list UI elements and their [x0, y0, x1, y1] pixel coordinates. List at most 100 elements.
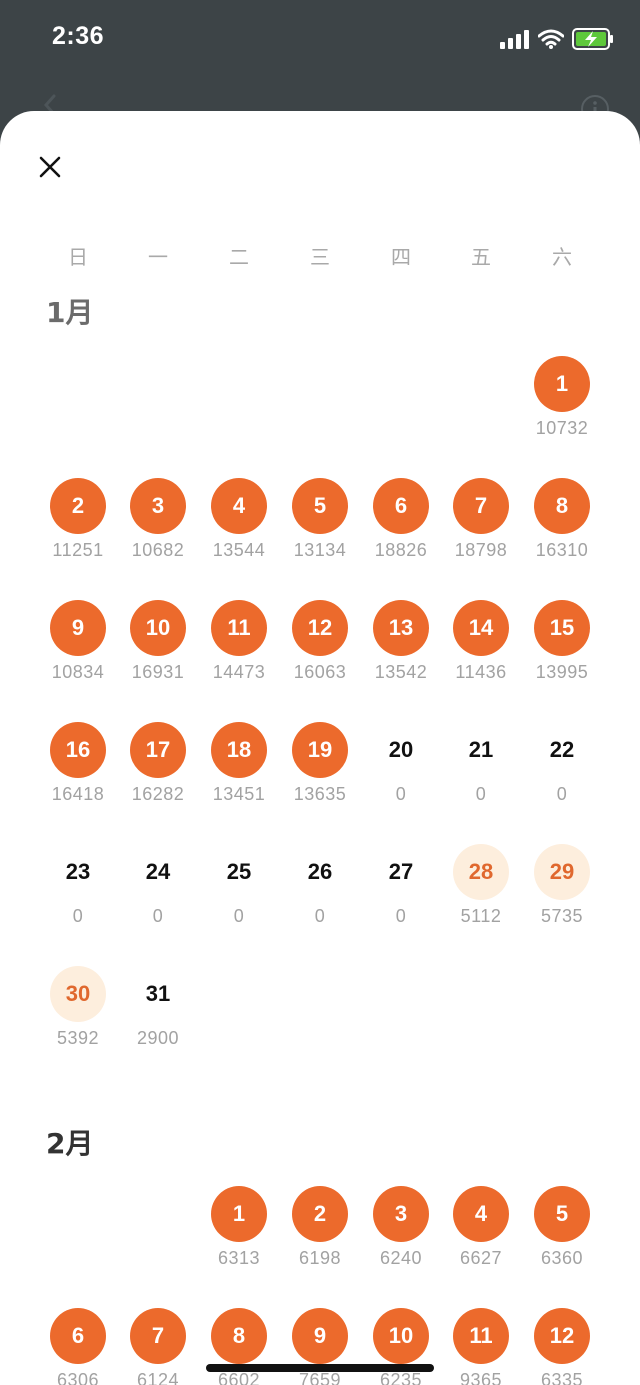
calendar-day[interactable]: 23 0	[38, 844, 118, 944]
day-number: 15	[534, 600, 590, 656]
day-step-count: 6306	[56, 1370, 100, 1385]
day-step-count: 0	[556, 784, 568, 804]
day-step-count: 6627	[459, 1248, 503, 1268]
calendar-day[interactable]: 1 6313	[199, 1186, 279, 1286]
day-number: 11	[211, 600, 267, 656]
calendar-day[interactable]: 26 0	[280, 844, 360, 944]
close-icon[interactable]	[36, 153, 64, 181]
home-indicator	[206, 1364, 434, 1372]
day-number: 7	[453, 478, 509, 534]
calendar-day[interactable]: 6 6306	[38, 1308, 118, 1385]
calendar-day[interactable]: 21 0	[441, 722, 521, 822]
day-number: 28	[453, 844, 509, 900]
calendar-day[interactable]: 6 18826	[361, 478, 441, 578]
calendar-day[interactable]: 19 13635	[280, 722, 360, 822]
day-number: 6	[373, 478, 429, 534]
month-title-february: 2月	[46, 1127, 94, 1160]
day-step-count: 0	[395, 784, 407, 804]
calendar-day[interactable]: 31 2900	[118, 966, 198, 1066]
day-step-count: 6235	[379, 1370, 423, 1385]
day-step-count: 6124	[136, 1370, 180, 1385]
calendar-day[interactable]: 30 5392	[38, 966, 118, 1066]
calendar-day[interactable]: 27 0	[361, 844, 441, 944]
day-step-count: 5392	[56, 1028, 100, 1048]
calendar-day[interactable]: 9 7659	[280, 1308, 360, 1385]
calendar-day[interactable]: 17 16282	[118, 722, 198, 822]
day-step-count: 6360	[540, 1248, 584, 1268]
calendar-day[interactable]: 3 6240	[361, 1186, 441, 1286]
calendar-day[interactable]: 10 16931	[118, 600, 198, 700]
calendar-day[interactable]: 3 10682	[118, 478, 198, 578]
calendar-day[interactable]: 1 10732	[522, 356, 602, 456]
day-step-count: 7659	[298, 1370, 342, 1385]
status-bar: 2:36	[0, 0, 640, 80]
calendar-day[interactable]: 25 0	[199, 844, 279, 944]
day-number: 23	[65, 859, 91, 884]
calendar-day[interactable]: 5 6360	[522, 1186, 602, 1286]
calendar-day[interactable]: 16 16418	[38, 722, 118, 822]
weekday-label: 二	[229, 245, 249, 269]
day-step-count: 5735	[540, 906, 584, 926]
calendar-day[interactable]: 2 11251	[38, 478, 118, 578]
day-number: 8	[211, 1308, 267, 1364]
weekday-label: 一	[148, 245, 168, 269]
day-step-count: 0	[475, 784, 487, 804]
calendar-day[interactable]: 29 5735	[522, 844, 602, 944]
day-step-count: 13542	[374, 662, 428, 682]
calendar-day[interactable]: 8 6602	[199, 1308, 279, 1385]
day-step-count: 18826	[374, 540, 428, 560]
calendar-day[interactable]: 24 0	[118, 844, 198, 944]
day-number: 18	[211, 722, 267, 778]
day-step-count: 0	[152, 906, 164, 926]
day-number: 10	[130, 600, 186, 656]
calendar-day[interactable]: 12 6335	[522, 1308, 602, 1385]
wifi-icon	[538, 29, 564, 49]
day-number: 1	[534, 356, 590, 412]
calendar-day[interactable]: 2 6198	[280, 1186, 360, 1286]
calendar-day[interactable]: 15 13995	[522, 600, 602, 700]
battery-charging-icon	[572, 28, 613, 50]
day-number: 9	[50, 600, 106, 656]
calendar-day[interactable]: 20 0	[361, 722, 441, 822]
day-number: 13	[373, 600, 429, 656]
day-number: 7	[130, 1308, 186, 1364]
day-step-count: 16063	[293, 662, 347, 682]
day-number: 9	[292, 1308, 348, 1364]
day-step-count: 16418	[51, 784, 105, 804]
day-number: 31	[145, 981, 171, 1006]
weekday-header: 日 一 二 三 四 五 六	[0, 241, 640, 271]
calendar-day[interactable]: 18 13451	[199, 722, 279, 822]
day-step-count: 10682	[131, 540, 185, 560]
cellular-signal-icon	[500, 30, 529, 49]
calendar-day[interactable]: 7 6124	[118, 1308, 198, 1385]
day-step-count: 9365	[459, 1370, 503, 1385]
calendar-day[interactable]: 8 16310	[522, 478, 602, 578]
day-number: 12	[534, 1308, 590, 1364]
calendar-day[interactable]: 11 14473	[199, 600, 279, 700]
day-step-count: 6198	[298, 1248, 342, 1268]
day-step-count: 0	[72, 906, 84, 926]
calendar-day[interactable]: 28 5112	[441, 844, 521, 944]
calendar-day[interactable]: 4 13544	[199, 478, 279, 578]
day-step-count: 0	[314, 906, 326, 926]
calendar-day[interactable]: 10 6235	[361, 1308, 441, 1385]
calendar-day[interactable]: 9 10834	[38, 600, 118, 700]
day-number: 8	[534, 478, 590, 534]
calendar-day[interactable]: 5 13134	[280, 478, 360, 578]
calendar-day[interactable]: 12 16063	[280, 600, 360, 700]
day-number: 22	[549, 737, 575, 762]
month-title-january: 1月	[46, 296, 94, 329]
calendar-day[interactable]: 4 6627	[441, 1186, 521, 1286]
day-step-count: 6335	[540, 1370, 584, 1385]
day-number: 21	[468, 737, 494, 762]
calendar-day[interactable]: 7 18798	[441, 478, 521, 578]
day-number: 4	[453, 1186, 509, 1242]
weekday-label: 五	[471, 245, 491, 269]
calendar-day[interactable]: 13 13542	[361, 600, 441, 700]
day-number: 10	[373, 1308, 429, 1364]
calendar-day[interactable]: 22 0	[522, 722, 602, 822]
day-number: 27	[388, 859, 414, 884]
calendar-day[interactable]: 14 11436	[441, 600, 521, 700]
calendar-day[interactable]: 11 9365	[441, 1308, 521, 1385]
day-number: 6	[50, 1308, 106, 1364]
